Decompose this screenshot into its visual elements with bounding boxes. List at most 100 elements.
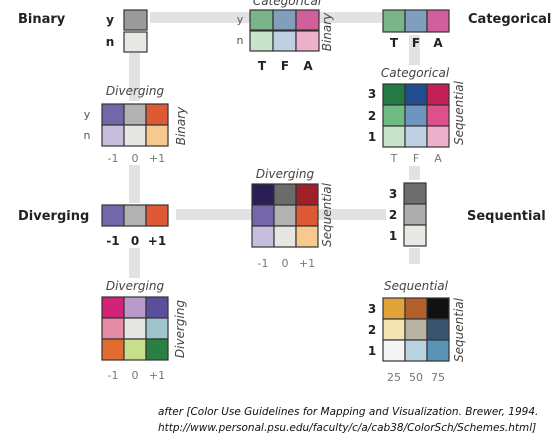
cat-seq-cell	[404, 125, 428, 148]
cat-seq-cell	[382, 83, 406, 106]
cat-seq-cell	[404, 83, 428, 106]
connector-right-lower	[409, 166, 420, 180]
seq-seq-cell	[404, 318, 428, 341]
div-binary-side-title: Binary	[174, 106, 188, 145]
div-seq-cell	[251, 183, 275, 206]
div-binary-cell	[123, 124, 147, 147]
sequential-cell-1	[403, 224, 427, 247]
sequential-cell-2	[403, 203, 427, 226]
div-div-cell	[101, 317, 125, 340]
div-binary-cell	[101, 103, 125, 126]
div-seq-cell	[251, 225, 275, 248]
diverging-sequential-scheme: Diverging Sequential -1 0 +1	[251, 167, 334, 270]
categorical-cell-t	[382, 9, 406, 33]
cat-seq-cell	[426, 104, 450, 127]
seq-seq-title: Sequential	[384, 279, 449, 293]
cat-seq-side-title: Sequential	[452, 80, 466, 145]
div-binary-cell	[145, 124, 169, 147]
div-seq-cell	[295, 183, 319, 206]
div-seq-side-title: Sequential	[320, 182, 334, 247]
cat-seq-cell	[426, 125, 450, 148]
div-binary-col-pos: +1	[149, 152, 165, 165]
connector-right-bottom	[409, 248, 420, 264]
binary-row-label-n: n	[106, 35, 115, 49]
sequential-row-3: 3	[389, 187, 397, 201]
div-binary-row-y: y	[84, 108, 91, 121]
label-categorical: Categorical	[468, 12, 551, 27]
seq-seq-cell	[426, 339, 450, 362]
cat-binary-cell	[295, 9, 320, 31]
seq-seq-cell	[426, 318, 450, 341]
div-seq-cell	[251, 204, 275, 227]
cat-seq-row-2: 2	[368, 109, 376, 123]
cat-binary-cell	[249, 9, 274, 31]
binary-cell-y	[123, 9, 148, 31]
div-seq-col-zero: 0	[282, 257, 289, 270]
sequential-swatch: 3 2 1	[389, 182, 427, 247]
diverging-col-pos: +1	[148, 234, 166, 248]
seq-seq-cell	[382, 339, 406, 362]
div-binary-cell	[145, 103, 169, 126]
sequential-sequential-scheme: Sequential 3 2 1 Sequential 25 50 75	[368, 279, 466, 384]
diverging-cell-neg	[101, 204, 125, 227]
div-seq-title: Diverging	[256, 167, 315, 181]
cat-binary-cell	[272, 30, 297, 52]
div-div-title: Diverging	[106, 279, 165, 293]
seq-seq-side-title: Sequential	[452, 297, 466, 362]
div-div-cell	[123, 338, 147, 361]
sequential-cell-3	[403, 182, 427, 205]
sequential-row-2: 2	[389, 208, 397, 222]
div-seq-col-pos: +1	[299, 257, 315, 270]
cat-seq-col-a: A	[434, 152, 442, 165]
categorical-cell-a	[426, 9, 450, 33]
citation-line-1: after [Color Use Guidelines for Mapping …	[158, 406, 538, 418]
cat-binary-row-n: n	[237, 34, 244, 47]
cat-seq-col-t: T	[390, 152, 398, 165]
cat-seq-row-1: 1	[368, 130, 376, 144]
div-div-cell	[145, 296, 169, 319]
seq-seq-row-3: 3	[368, 302, 376, 316]
cat-binary-side-title: Binary	[320, 12, 334, 51]
cat-binary-cell	[249, 30, 274, 52]
connector-right-upper	[409, 35, 420, 65]
cat-binary-col-t: T	[258, 59, 267, 73]
diverging-col-neg: -1	[106, 234, 119, 248]
cat-binary-col-f: F	[281, 59, 289, 73]
diverging-cell-pos	[145, 204, 169, 227]
label-sequential: Sequential	[467, 209, 546, 224]
label-binary: Binary	[18, 12, 66, 27]
categorical-binary-scheme: Categorical y n Binary T F A	[237, 0, 334, 73]
cat-seq-row-3: 3	[368, 87, 376, 101]
categorical-col-f: F	[412, 36, 420, 50]
div-div-cell	[101, 296, 125, 319]
div-div-cell	[123, 317, 147, 340]
seq-seq-col-50: 50	[409, 371, 423, 384]
cat-seq-title: Categorical	[381, 66, 450, 80]
div-binary-cell	[101, 124, 125, 147]
div-binary-row-n: n	[84, 129, 91, 142]
binary-swatch: y n	[106, 9, 148, 53]
categorical-cell-f	[404, 9, 428, 33]
cat-seq-col-f: F	[413, 152, 419, 165]
diverging-swatch: -1 0 +1	[101, 204, 169, 248]
div-div-col-pos: +1	[149, 369, 165, 382]
cat-seq-cell	[382, 104, 406, 127]
diverging-cell-zero	[123, 204, 147, 227]
cat-seq-cell	[382, 125, 406, 148]
div-div-side-title: Diverging	[173, 300, 187, 359]
cat-binary-row-y: y	[237, 13, 244, 26]
div-seq-col-neg: -1	[258, 257, 269, 270]
connector-left-upper	[129, 53, 140, 101]
sequential-row-1: 1	[389, 229, 397, 243]
seq-seq-col-75: 75	[431, 371, 445, 384]
div-div-cell	[145, 338, 169, 361]
div-binary-col-zero: 0	[132, 152, 139, 165]
label-diverging: Diverging	[18, 209, 89, 224]
categorical-col-t: T	[390, 36, 399, 50]
seq-seq-cell	[404, 297, 428, 320]
div-seq-cell	[273, 204, 297, 227]
connector-left-lower	[129, 165, 140, 203]
cat-seq-cell	[426, 83, 450, 106]
cat-binary-cell	[295, 30, 320, 52]
diverging-binary-scheme: Diverging y n Binary -1 0 +1	[84, 84, 188, 165]
